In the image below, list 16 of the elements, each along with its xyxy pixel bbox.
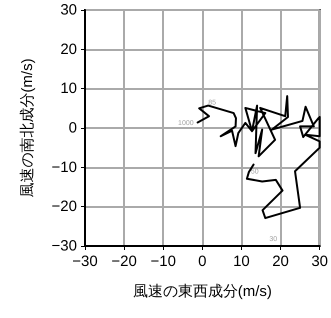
x-tick-label: −30 bbox=[72, 253, 98, 270]
y-tick-label: −20 bbox=[52, 198, 77, 216]
x-tick-label: 10 bbox=[233, 253, 250, 270]
y-tick-label: −30 bbox=[52, 238, 77, 254]
y-tick-label: 0 bbox=[68, 120, 77, 136]
x-tick-label: 20 bbox=[272, 253, 289, 270]
y-tick-label: 20 bbox=[60, 40, 77, 58]
x-tick-label: −20 bbox=[111, 253, 137, 270]
x-tick-label: −10 bbox=[150, 253, 176, 270]
y-tick-label: 30 bbox=[60, 2, 77, 18]
x-tick-label: 30 bbox=[311, 253, 328, 270]
x-axis-title: 風速の東西成分(m/s) bbox=[132, 283, 272, 300]
x-tick-label: 0 bbox=[198, 253, 206, 270]
y-tick-label: −10 bbox=[52, 158, 77, 176]
y-axis-title: 風速の南北成分(m/s) bbox=[19, 58, 36, 198]
y-tick-label: 10 bbox=[60, 80, 77, 98]
